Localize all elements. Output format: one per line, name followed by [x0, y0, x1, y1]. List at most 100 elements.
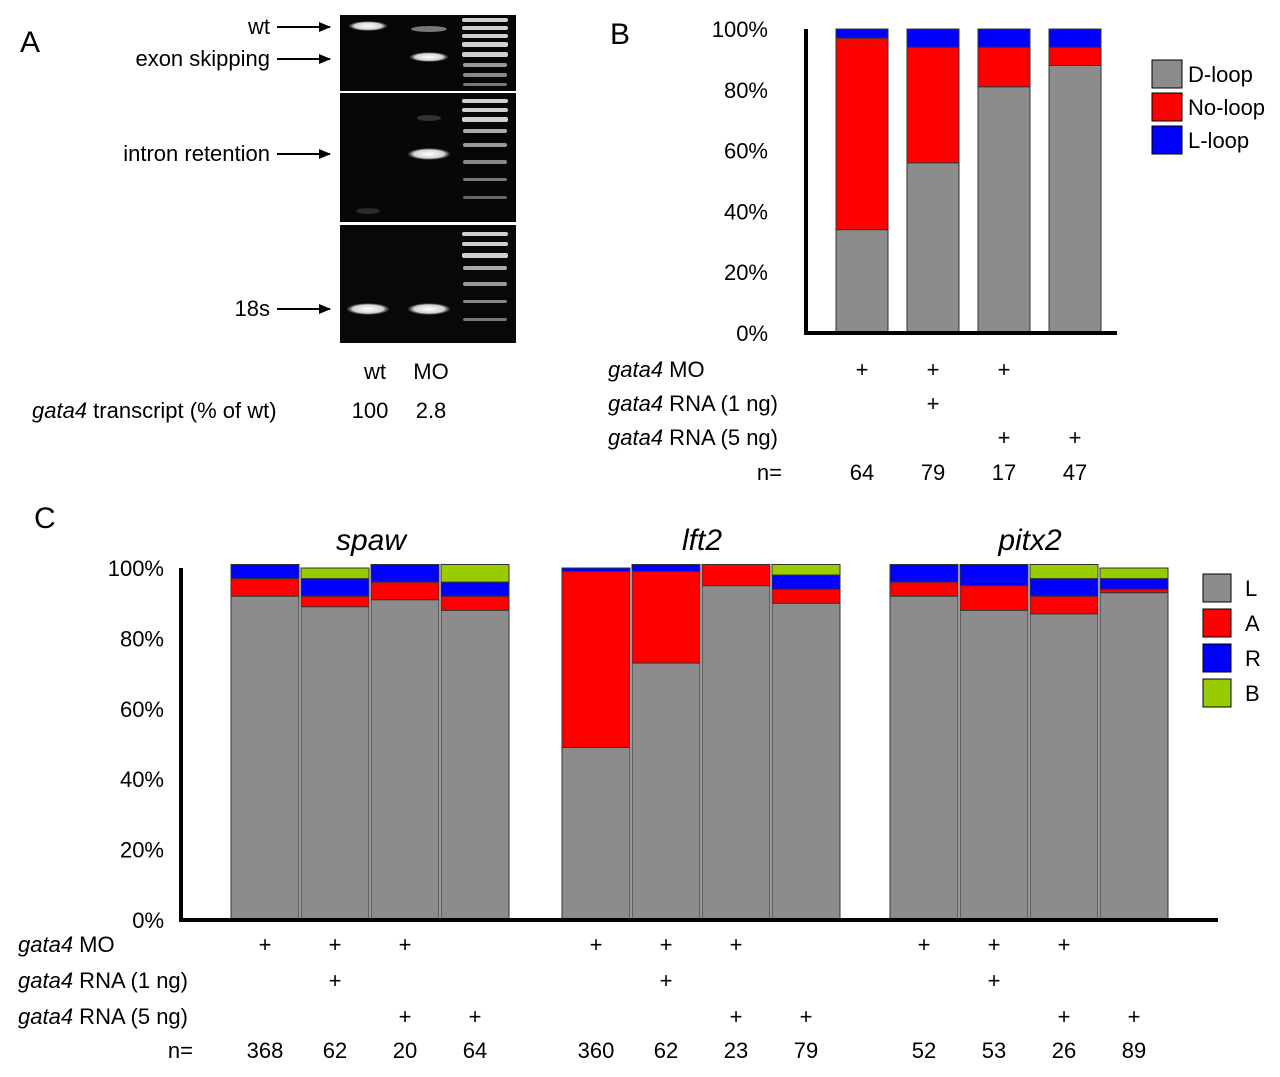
chart-c-condition-label: gata4 MO [18, 932, 115, 957]
chart-c-bar-lft2-a-1 [561, 571, 631, 749]
chart-c-ytick-label: 60% [120, 697, 164, 722]
chart-b-bar-l-loop-4 [1048, 28, 1102, 48]
chart-c-ytick-label: 40% [120, 767, 164, 792]
chart-b-n-value: 17 [992, 460, 1016, 485]
band-wt-faint [356, 208, 380, 214]
chart-c-condition-label: gata4 RNA (1 ng) [18, 968, 188, 993]
chart-c-legend-label: A [1245, 611, 1260, 636]
chart-b-bar-l-loop-1 [835, 28, 889, 39]
chart-c-condition-mark: + [988, 932, 1001, 957]
lane-label-mo: MO [413, 359, 448, 384]
chart-c-condition-mark: + [329, 932, 342, 957]
chart-c-ytick-label: 80% [120, 626, 164, 651]
chart-c: 0% 20% 40% 60% 80% 100% spaw 368 62 20 64 + + + + + + lft… [18, 524, 1261, 1063]
panel-b-label: B [610, 18, 630, 51]
chart-c-n-value: 23 [724, 1038, 748, 1063]
chart-c-bar-pitx2-l-2 [959, 609, 1029, 921]
chart-c-bar-pitx2-r-2 [959, 563, 1029, 587]
chart-c-ytick-label: 100% [108, 556, 164, 581]
chart-c-bar-spaw-a-4 [440, 595, 510, 611]
chart-b-ytick-label: 100% [712, 17, 768, 42]
chart-c-condition-mark: + [1058, 1004, 1071, 1029]
chart-c-bar-spaw-r-4 [440, 581, 510, 597]
chart-b-bar-no-loop-3 [977, 46, 1031, 88]
chart-b-n-value: 47 [1063, 460, 1087, 485]
chart-b-bar-d-loop-2 [906, 162, 960, 334]
chart-c-n-value: 79 [794, 1038, 818, 1063]
chart-c-bar-lft2-l-2 [631, 662, 701, 921]
chart-c-bar-lft2-r-1 [561, 567, 631, 573]
chart-c-condition-mark: + [918, 932, 931, 957]
chart-b-condition-label: gata4 RNA (5 ng) [608, 425, 778, 450]
chart-c-bar-spaw-l-1 [230, 595, 300, 921]
panel-a: A [20, 14, 516, 423]
chart-b-legend-swatch-l-loop [1151, 125, 1183, 155]
chart-c-n-value: 89 [1122, 1038, 1146, 1063]
chart-b-condition-label: gata4 MO [608, 357, 705, 382]
band-wt-wt [348, 21, 388, 31]
chart-b-n-label: n= [757, 460, 782, 485]
chart-c-n-value: 360 [578, 1038, 615, 1063]
band-wt-18s [346, 303, 390, 315]
chart-c-condition-mark: + [259, 932, 272, 957]
chart-c-bar-lft2-l-1 [561, 747, 631, 921]
chart-b-n-value: 64 [850, 460, 874, 485]
chart-b-ytick-label: 0% [736, 321, 768, 346]
chart-c-bar-spaw-a-3 [370, 581, 440, 601]
transcript-label-rest: transcript (% of wt) [87, 398, 276, 423]
band-mo-intron-retention [407, 148, 451, 160]
transcript-label-gene: gata4 [32, 398, 87, 423]
chart-b-condition-mark: + [927, 357, 940, 382]
chart-c-bar-pitx2-r-3 [1029, 578, 1099, 597]
chart-c-legend-swatch-r [1202, 643, 1232, 673]
chart-b-bar-l-loop-2 [906, 28, 960, 48]
chart-b-ytick-label: 60% [724, 139, 768, 164]
chart-b-bar-no-loop-2 [906, 46, 960, 164]
transcript-value-wt: 100 [352, 398, 389, 423]
chart-c-legend-swatch-l [1202, 573, 1232, 603]
panel-c-label: C [34, 502, 56, 535]
chart-c-condition-mark: + [730, 1004, 743, 1029]
chart-b-legend-label: L-loop [1188, 128, 1249, 153]
chart-c-bar-pitx2-b-3 [1029, 563, 1099, 580]
chart-c-n-value: 64 [463, 1038, 487, 1063]
gel-ladder [462, 18, 508, 321]
chart-c-ytick-label: 0% [132, 908, 164, 933]
gel-sample-bands [346, 21, 451, 315]
chart-c-condition-mark: + [800, 1004, 813, 1029]
chart-b-condition-mark: + [927, 391, 940, 416]
chart-c-bar-spaw-r-1 [230, 563, 300, 580]
chart-c-bar-pitx2-a-3 [1029, 595, 1099, 615]
chart-b-legend-label: No-loop [1188, 95, 1265, 120]
chart-c-bar-spaw-r-2 [300, 578, 370, 597]
chart-c-bar-lft2-a-2 [631, 571, 701, 664]
chart-c-legend-label: R [1245, 646, 1261, 671]
chart-c-bar-spaw-r-3 [370, 563, 440, 583]
chart-b-condition-mark: + [998, 425, 1011, 450]
chart-b-condition-mark: + [856, 357, 869, 382]
chart-b-n-value: 79 [921, 460, 945, 485]
chart-c-ytick-label: 20% [120, 838, 164, 863]
chart-c-n-value: 62 [654, 1038, 678, 1063]
transcript-value-mo: 2.8 [416, 398, 447, 423]
chart-c-bar-lft2-r-2 [631, 563, 701, 573]
band-mo-faint [417, 115, 441, 121]
chart-c-bar-lft2-l-3 [701, 585, 771, 921]
band-label-exon-skipping: exon skipping [135, 46, 270, 71]
chart-c-bar-pitx2-l-3 [1029, 613, 1099, 921]
chart-c-n-label: n= [168, 1038, 193, 1063]
chart-c-bar-pitx2-a-1 [889, 581, 959, 597]
band-mo-18s [407, 303, 451, 315]
chart-c-condition-mark: + [329, 968, 342, 993]
chart-b-bar-no-loop-1 [835, 37, 889, 231]
chart-c-bar-spaw-l-3 [370, 599, 440, 921]
chart-b-ytick-label: 20% [724, 260, 768, 285]
panel-c: C 0% 20% 40% 60% 80% 100% spaw 368 62 20 64 + + + + + + l… [18, 502, 1261, 1063]
chart-b-bar-l-loop-3 [977, 28, 1031, 48]
chart-c-bar-spaw-a-2 [300, 595, 370, 608]
chart-b-legend-swatch-no-loop [1151, 92, 1183, 122]
chart-c-n-value: 20 [393, 1038, 417, 1063]
band-label-intron-retention: intron retention [123, 141, 270, 166]
chart-c-bar-spaw-b-2 [300, 567, 370, 580]
gel-image [340, 15, 516, 343]
